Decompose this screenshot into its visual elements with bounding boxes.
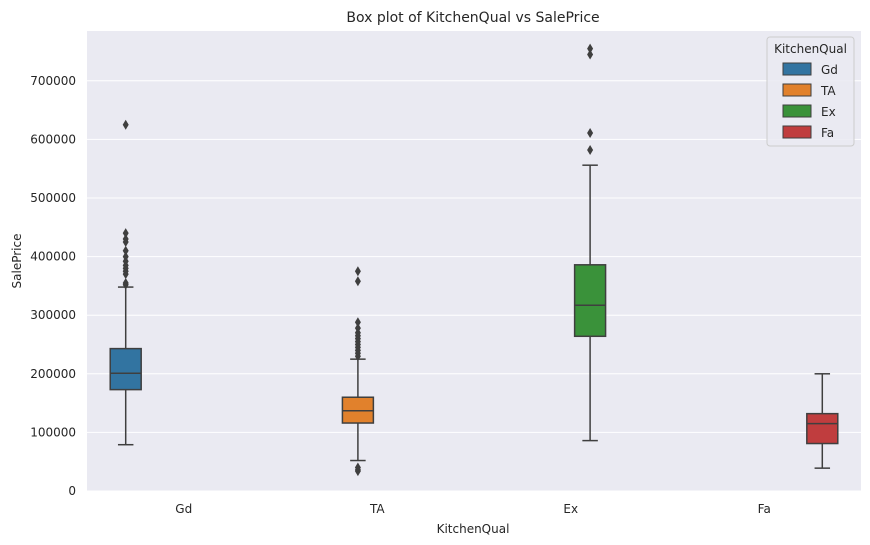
box-series — [109, 43, 839, 477]
legend-swatch — [782, 62, 812, 76]
outlier-point — [122, 277, 129, 288]
outlier-point — [354, 276, 361, 287]
outlier-point — [354, 317, 361, 328]
y-tick-label: 700000 — [30, 74, 76, 88]
box-Ex — [573, 43, 607, 442]
grid-lines — [87, 80, 861, 492]
y-tick-label: 500000 — [30, 191, 76, 205]
plot-background — [87, 31, 861, 491]
outlier-point — [587, 127, 594, 138]
legend: KitchenQual Gd TA Ex Fa — [766, 36, 855, 147]
y-tick-label: 300000 — [30, 308, 76, 322]
outlier-point — [122, 251, 129, 262]
outlier-point — [354, 266, 361, 277]
outlier-point — [587, 49, 594, 60]
x-tick-label: Gd — [175, 502, 192, 516]
x-tick-label: TA — [369, 502, 385, 516]
y-tick-label: 200000 — [30, 367, 76, 381]
outlier-point — [122, 245, 129, 256]
outlier-point — [122, 119, 129, 130]
legend-label: Gd — [821, 63, 838, 77]
box-Gd — [109, 119, 142, 446]
x-tick-label: Fa — [758, 502, 771, 516]
iqr-box — [573, 264, 607, 338]
outlier-point — [354, 462, 361, 473]
outlier-point — [122, 234, 129, 245]
x-tick-label: Ex — [563, 502, 578, 516]
iqr-box — [109, 347, 142, 391]
y-axis-title: SalePrice — [10, 234, 24, 289]
legend-label: Ex — [821, 105, 836, 119]
outlier-point — [587, 144, 594, 155]
y-tick-label: 400000 — [30, 250, 76, 264]
iqr-box — [806, 412, 839, 445]
legend-swatch — [782, 125, 812, 139]
outlier-point — [587, 43, 594, 54]
y-tick-label: 0 — [68, 484, 76, 498]
legend-label: TA — [820, 84, 836, 98]
y-tick-label: 100000 — [30, 425, 76, 439]
outlier-point — [354, 323, 361, 334]
x-axis-ticks: Gd TA Ex Fa — [175, 502, 771, 516]
legend-label: Fa — [821, 126, 834, 140]
legend-swatch — [782, 83, 812, 97]
chart-title: Box plot of KitchenQual vs SalePrice — [346, 10, 599, 26]
outlier-point — [122, 228, 129, 239]
legend-swatch — [782, 104, 812, 118]
box-Fa — [806, 373, 839, 469]
y-axis-ticks: 0 100000 200000 300000 400000 500000 600000 700… — [30, 74, 76, 498]
box-TA — [341, 266, 375, 477]
legend-title: KitchenQual — [774, 42, 847, 56]
x-axis-title: KitchenQual — [437, 522, 510, 536]
y-tick-label: 600000 — [30, 132, 76, 146]
